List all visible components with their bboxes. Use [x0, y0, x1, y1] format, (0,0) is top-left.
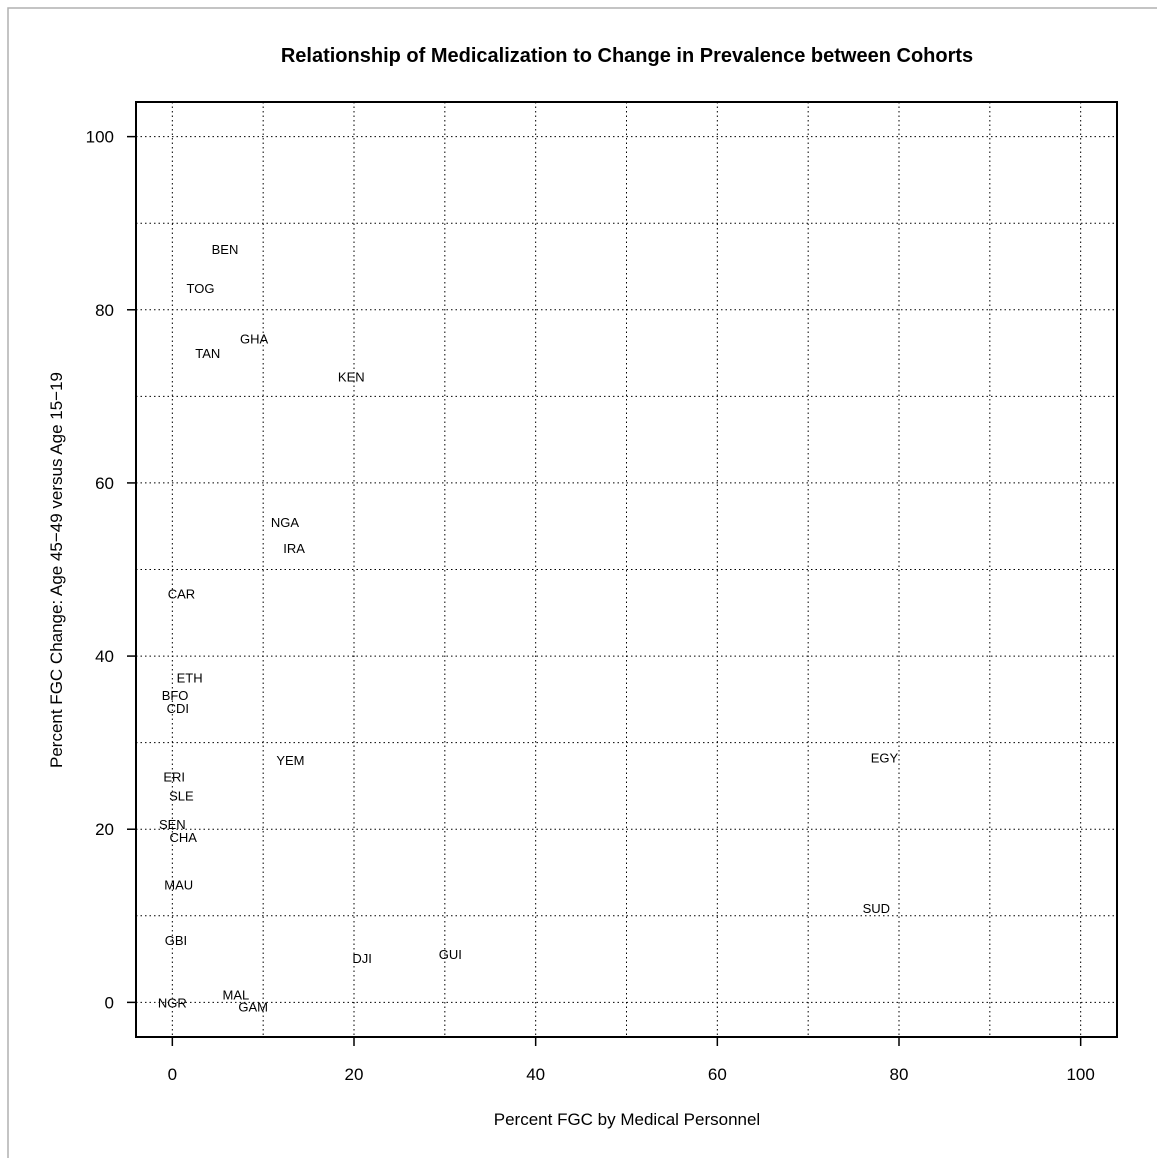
point-label-tog: TOG: [187, 281, 215, 296]
point-label-ngr: NGR: [158, 995, 187, 1010]
point-label-yem: YEM: [276, 753, 304, 768]
x-tick-label-40: 40: [526, 1065, 545, 1084]
x-tick-label-80: 80: [890, 1065, 909, 1084]
point-label-sle: SLE: [169, 788, 194, 803]
point-label-cdi: CDI: [167, 701, 189, 716]
point-label-gha: GHA: [240, 331, 269, 346]
point-label-gui: GUI: [439, 947, 462, 962]
point-label-nga: NGA: [271, 515, 300, 530]
point-label-car: CAR: [168, 587, 195, 602]
point-label-eri: ERI: [163, 769, 185, 784]
y-tick-label-20: 20: [95, 820, 114, 839]
x-axis-label: Percent FGC by Medical Personnel: [494, 1110, 760, 1129]
point-label-mau: MAU: [164, 878, 193, 893]
y-tick-label-100: 100: [86, 128, 114, 147]
y-tick-label-80: 80: [95, 301, 114, 320]
point-label-bfo: BFO: [162, 688, 189, 703]
point-label-mal: MAL: [223, 988, 250, 1003]
point-label-sud: SUD: [863, 901, 890, 916]
chart-title: Relationship of Medicalization to Change…: [281, 45, 973, 67]
point-label-cha: CHA: [170, 830, 198, 845]
x-tick-label-60: 60: [708, 1065, 727, 1084]
point-label-sen: SEN: [159, 817, 186, 832]
grid: [136, 102, 1117, 1037]
x-tick-label-100: 100: [1066, 1065, 1094, 1084]
x-tick-label-0: 0: [168, 1065, 177, 1084]
point-label-ben: BEN: [212, 242, 239, 257]
point-label-ken: KEN: [338, 369, 365, 384]
point-label-ira: IRA: [283, 541, 305, 556]
point-label-gbi: GBI: [165, 933, 187, 948]
y-tick-label-40: 40: [95, 647, 114, 666]
y-tick-label-0: 0: [105, 993, 114, 1012]
y-axis-label: Percent FGC Change: Age 45−49 versus Age…: [47, 372, 66, 768]
plot-area: [135, 101, 1118, 1038]
x-tick-label-20: 20: [345, 1065, 364, 1084]
point-label-gam: GAM: [238, 1000, 268, 1015]
figure-frame: [7, 7, 1157, 1158]
point-label-tan: TAN: [195, 346, 220, 361]
point-label-egy: EGY: [871, 750, 899, 765]
y-tick-label-60: 60: [95, 474, 114, 493]
point-label-eth: ETH: [177, 671, 203, 686]
axis-ticks: 0 20 40 60 80 100 0 20 40 60 80 100: [86, 128, 1095, 1084]
point-label-dji: DJI: [352, 951, 372, 966]
